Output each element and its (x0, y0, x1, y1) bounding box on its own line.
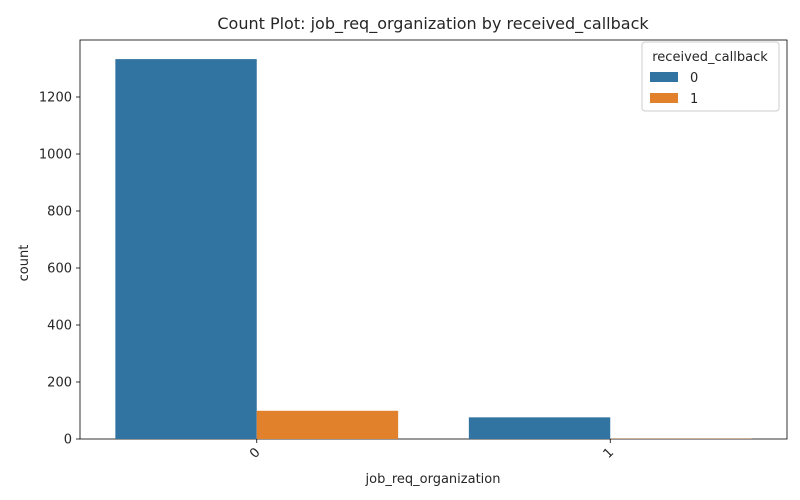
legend-title: received_callback (652, 50, 768, 65)
y-tick-label: 200 (47, 376, 72, 391)
legend-swatch-0 (650, 72, 678, 82)
y-axis-title: count (17, 245, 32, 282)
bar-cat-0-series-0 (115, 59, 257, 439)
legend-swatch-1 (650, 93, 678, 103)
bars-group (115, 59, 752, 439)
legend-label-0: 0 (690, 71, 698, 86)
y-tick-label: 1200 (39, 91, 72, 106)
legend: received_callback 0 1 (641, 41, 780, 112)
plot-area (79, 39, 788, 440)
x-axis-title: job_req_organization (365, 472, 501, 487)
y-tick-label: 400 (47, 319, 72, 334)
bar-cat-0-series-1 (256, 410, 399, 439)
y-tick-label: 1000 (39, 148, 72, 163)
chart-title: Count Plot: job_req_organization by rece… (217, 14, 649, 34)
y-axis: 0 200 400 600 800 1000 1200 (39, 91, 80, 448)
plot-frame (79, 39, 788, 440)
legend-label-1: 1 (690, 92, 698, 107)
y-tick-label: 0 (64, 433, 72, 448)
y-tick-label: 800 (47, 205, 72, 220)
bar-cat-1-series-0 (468, 417, 611, 439)
y-tick-label: 600 (47, 262, 72, 277)
